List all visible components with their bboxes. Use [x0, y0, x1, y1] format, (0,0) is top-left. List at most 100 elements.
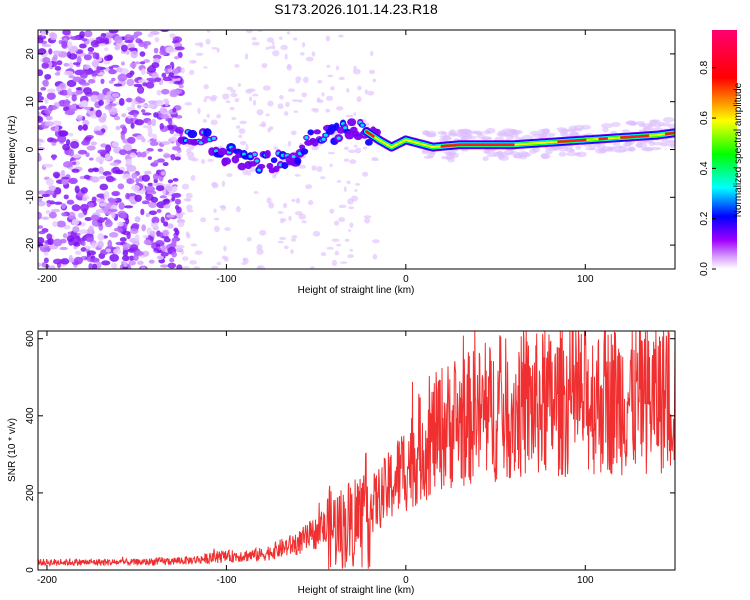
- spectrogram-noise-blob: [62, 233, 68, 239]
- spectrogram-noise-blob: [153, 112, 159, 118]
- spectrogram-noise-blob: [48, 105, 58, 111]
- spectrogram-faint-blob: [279, 217, 284, 224]
- spectrogram-noise-blob: [147, 120, 152, 126]
- spectrogram-noise-blob: [124, 40, 134, 44]
- spectrogram-noise-blob: [99, 183, 109, 191]
- spectrogram-noise-blob: [84, 216, 93, 221]
- spectrogram-noise-blob: [141, 109, 146, 113]
- spectrogram-noise-blob: [111, 191, 120, 197]
- spectrogram-noise-blob: [86, 145, 96, 151]
- spectrogram-faint-blob: [364, 217, 371, 224]
- spectrogram-faint-blob: [283, 202, 288, 209]
- spectrogram-noise-blob: [171, 251, 178, 258]
- spectrogram-noise-blob: [141, 250, 150, 257]
- spectrogram-halo-blob: [427, 152, 435, 158]
- spectrogram-noise-blob: [150, 230, 156, 237]
- spectrogram-faint-blob: [266, 37, 275, 43]
- spectrogram-noise-blob: [156, 185, 165, 192]
- spectrogram-cells: [38, 30, 675, 269]
- spectrogram-faint-blob: [278, 94, 284, 100]
- spectrogram-noise-blob: [159, 122, 165, 130]
- colorbar-tick-label: 0.8: [699, 60, 710, 74]
- spectrogram-noise-blob: [77, 149, 88, 155]
- spectrogram-x-tick-label: 0: [403, 274, 409, 285]
- spectrogram-noise-blob: [160, 113, 170, 120]
- spectrogram-faint-blob: [372, 253, 378, 260]
- spectrogram-noise-blob: [48, 185, 56, 192]
- spectrogram-noise-blob: [122, 126, 128, 135]
- spectrogram-faint-blob: [333, 220, 340, 226]
- spectrogram-noise-blob: [107, 239, 113, 248]
- spectrogram-faint-blob: [246, 237, 252, 242]
- spectrogram-faint-blob: [277, 103, 284, 110]
- spectrogram-noise-blob: [160, 216, 165, 224]
- spectrogram-noise-blob: [118, 202, 125, 210]
- spectrogram-noise-blob: [167, 118, 173, 125]
- spectrogram-noise-blob: [96, 209, 103, 213]
- spectrogram-halo-blob: [443, 134, 451, 140]
- spectrogram-faint-blob: [249, 96, 253, 102]
- spectrogram-faint-blob: [192, 266, 201, 269]
- spectrogram-noise-blob: [54, 65, 62, 71]
- spectrogram-noise-blob: [91, 60, 99, 68]
- spectrogram-noise-blob: [178, 221, 185, 228]
- spectrogram-noise-blob: [163, 237, 171, 243]
- spectrogram-noise-blob: [90, 94, 99, 102]
- spectrogram-faint-blob: [195, 52, 204, 56]
- spectrogram-noise-blob: [56, 85, 62, 93]
- spectrogram-noise-blob: [160, 264, 169, 268]
- spectrogram-ridge-core: [291, 154, 296, 159]
- spectrogram-faint-blob: [203, 84, 209, 90]
- spectrogram-noise-blob: [141, 174, 151, 182]
- spectrogram-noise-blob: [111, 262, 118, 269]
- colorbar-label: Normalized spectral amplitude: [733, 82, 744, 217]
- spectrogram-halo-blob: [640, 147, 653, 151]
- spectrogram-noise-blob: [113, 248, 122, 255]
- spectrogram-halo-blob: [437, 130, 447, 135]
- spectrogram-noise-blob: [88, 263, 93, 269]
- spectrogram-noise-blob: [83, 65, 90, 70]
- spectrogram-ridge-blob: [264, 149, 271, 159]
- spectrogram-noise-blob: [174, 204, 180, 210]
- spectrogram-halo-blob: [510, 129, 521, 136]
- spectrogram-noise-blob: [151, 62, 160, 69]
- snr-x-tick-label: 100: [577, 575, 594, 586]
- spectrogram-noise-blob: [43, 163, 54, 168]
- spectrogram-noise-blob: [59, 89, 69, 96]
- spectrogram-noise-blob: [125, 158, 133, 166]
- spectrogram-faint-blob: [252, 99, 257, 106]
- spectrogram-halo-blob: [544, 148, 554, 155]
- spectrogram-noise-blob: [140, 151, 147, 158]
- spectrogram-noise-blob: [122, 249, 129, 257]
- spectrogram-noise-blob: [171, 146, 181, 151]
- spectrogram-faint-blob: [237, 82, 242, 88]
- spectrogram-noise-blob: [88, 157, 94, 161]
- spectrogram-faint-blob: [294, 211, 303, 216]
- spectrogram-noise-blob: [38, 106, 44, 111]
- spectrogram-noise-blob: [83, 106, 92, 110]
- spectrogram-noise-blob: [38, 69, 44, 77]
- spectrogram-faint-blob: [364, 89, 368, 95]
- spectrogram-halo-blob: [610, 121, 621, 127]
- spectrogram-noise-blob: [143, 43, 148, 49]
- spectrogram-faint-blob: [297, 99, 303, 103]
- spectrogram-halo-blob: [562, 128, 574, 133]
- spectrogram-noise-blob: [130, 50, 138, 59]
- spectrogram-noise-blob: [142, 125, 152, 129]
- spectrogram-faint-blob: [181, 256, 189, 261]
- spectrogram-faint-blob: [246, 170, 252, 176]
- spectrogram-faint-blob: [295, 76, 302, 82]
- spectrogram-halo-blob: [480, 136, 492, 141]
- spectrogram-noise-blob: [114, 45, 121, 51]
- spectrogram-noise-blob: [98, 166, 104, 175]
- spectrogram-noise-blob: [115, 67, 123, 73]
- spectrogram-noise-blob: [78, 229, 89, 234]
- spectrogram-noise-blob: [160, 252, 169, 257]
- spectrogram-faint-blob: [362, 146, 368, 150]
- spectrogram-noise-blob: [100, 78, 105, 85]
- spectrogram-faint-blob: [329, 208, 335, 214]
- spectrogram-noise-blob: [146, 148, 154, 152]
- spectrogram-ridge-blob: [311, 139, 319, 147]
- spectrogram-noise-blob: [134, 216, 141, 223]
- spectrogram-noise-blob: [148, 79, 157, 83]
